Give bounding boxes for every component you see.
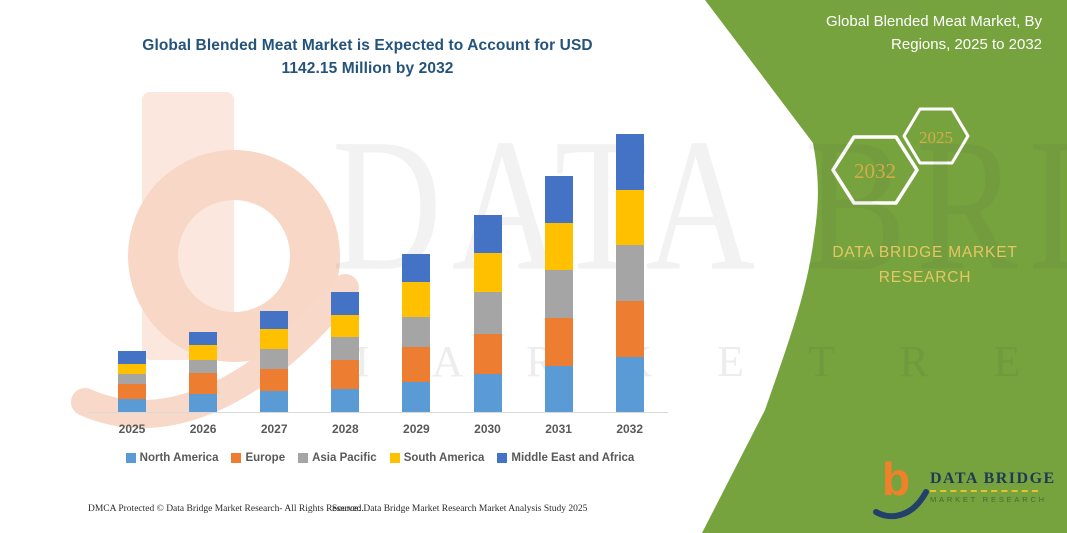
bar-segment-2025-europe bbox=[118, 384, 146, 400]
sidebar-brand-text: DATA BRIDGE MARKET RESEARCH bbox=[832, 244, 1018, 286]
legend-item-north-america: North America bbox=[125, 452, 219, 464]
legend-label: Middle East and Africa bbox=[511, 452, 635, 464]
legend-item-europe: Europe bbox=[231, 452, 285, 464]
bar-segment-2029-south-america bbox=[402, 282, 431, 318]
x-axis-label-2026: 2026 bbox=[189, 422, 217, 436]
logo-b-glyph: b bbox=[882, 453, 911, 505]
bar-segment-2031-europe bbox=[544, 318, 573, 366]
sidebar-title: Global Blended Meat Market, By Regions, … bbox=[826, 13, 1042, 53]
bar-segment-2027-asia-pacific bbox=[260, 349, 289, 370]
bar-segment-2031-middle-east-and-africa bbox=[544, 176, 573, 224]
logo-dashes bbox=[930, 490, 1038, 492]
bar-segment-2032-south-america bbox=[615, 190, 644, 246]
legend-swatch-icon bbox=[298, 453, 309, 463]
bar-segment-2030-north-america bbox=[473, 374, 502, 412]
bar-segment-2027-north-america bbox=[260, 391, 289, 412]
bar-segment-2025-asia-pacific bbox=[118, 374, 146, 384]
bar-segment-2031-south-america bbox=[544, 223, 573, 271]
bar-segment-2025-south-america bbox=[118, 364, 146, 375]
x-axis-label-2029: 2029 bbox=[403, 422, 430, 436]
bar-segment-2028-north-america bbox=[331, 389, 360, 412]
bar-segment-2030-europe bbox=[473, 334, 502, 375]
bar-segment-2026-north-america bbox=[189, 393, 218, 412]
bar-segment-2029-middle-east-and-africa bbox=[402, 254, 431, 283]
green-side-panel bbox=[702, 0, 1067, 533]
chart-legend: North America Europe Asia Pacific South Ame… bbox=[60, 450, 700, 466]
legend-item-middle-east-and-africa: Middle East and Africa bbox=[497, 452, 634, 464]
source-text: Source: Data Bridge Market Research Mark… bbox=[332, 504, 588, 514]
bar-segment-2032-asia-pacific bbox=[615, 245, 644, 301]
legend-label: North America bbox=[139, 452, 219, 464]
bar-segment-2027-europe bbox=[260, 369, 289, 392]
x-axis-label-2031: 2031 bbox=[545, 422, 572, 436]
databridge-logo: b DATA BRIDGE MARKET RESEARCH bbox=[872, 453, 1062, 522]
bar-segment-2030-asia-pacific bbox=[473, 292, 502, 335]
bar-segment-2031-north-america bbox=[544, 365, 573, 412]
legend-label: Asia Pacific bbox=[312, 452, 377, 464]
bar-segment-2028-europe bbox=[331, 360, 360, 390]
x-axis-label-2027: 2027 bbox=[260, 422, 288, 436]
hexagon-year-2032: 2032 bbox=[854, 159, 896, 183]
bar-segment-2029-asia-pacific bbox=[402, 317, 431, 347]
bar-segment-2028-south-america bbox=[331, 315, 360, 338]
bar-segment-2028-middle-east-and-africa bbox=[331, 292, 360, 316]
bar-segment-2027-middle-east-and-africa bbox=[260, 311, 289, 330]
dmca-copyright-text: DMCA Protected © Data Bridge Market Rese… bbox=[88, 504, 364, 514]
bar-segment-2026-south-america bbox=[189, 345, 218, 361]
bar-segment-2025-north-america bbox=[118, 399, 146, 412]
legend-swatch-icon bbox=[125, 453, 136, 463]
hexagon-year-2025: 2025 bbox=[919, 128, 953, 147]
x-axis-label-2032: 2032 bbox=[616, 422, 644, 436]
chart-title: Global Blended Meat Market is Expected t… bbox=[95, 34, 640, 80]
logo-name-text: DATA BRIDGE bbox=[930, 470, 1056, 487]
legend-swatch-icon bbox=[389, 453, 400, 463]
bar-segment-2025-middle-east-and-africa bbox=[118, 351, 146, 365]
legend-label: Europe bbox=[245, 452, 286, 464]
hexagon-2032 bbox=[831, 135, 919, 205]
legend-label: South America bbox=[403, 452, 485, 464]
legend-swatch-icon bbox=[231, 453, 242, 463]
chart-title-line1: Global Blended Meat Market is Expected t… bbox=[142, 37, 593, 54]
bar-segment-2032-europe bbox=[615, 301, 644, 357]
legend-item-south-america: South America bbox=[389, 452, 485, 464]
logo-subtitle-text: MARKET RESEARCH bbox=[930, 495, 1047, 504]
x-axis-line bbox=[88, 412, 668, 413]
x-axis-label-2028: 2028 bbox=[331, 422, 359, 436]
bar-segment-2028-asia-pacific bbox=[331, 337, 360, 361]
hexagon-2025 bbox=[902, 107, 970, 165]
bar-segment-2031-asia-pacific bbox=[544, 270, 573, 319]
legend-swatch-icon bbox=[497, 453, 508, 463]
logo-swoosh-icon bbox=[873, 489, 929, 520]
bar-segment-2032-middle-east-and-africa bbox=[615, 134, 644, 191]
stacked-bar-chart: 2025 2026 2027 2028 2029 2030 2031 2032 bbox=[88, 118, 670, 448]
x-axis-label-2025: 2025 bbox=[118, 422, 146, 436]
bar-segment-2027-south-america bbox=[260, 329, 289, 350]
bar-segment-2026-asia-pacific bbox=[189, 360, 218, 374]
bar-segment-2032-north-america bbox=[615, 356, 644, 412]
bar-segment-2026-europe bbox=[189, 373, 218, 394]
legend-item-asia-pacific: Asia Pacific bbox=[298, 452, 377, 464]
bar-segment-2029-europe bbox=[402, 347, 431, 383]
bar-segment-2030-middle-east-and-africa bbox=[473, 215, 502, 254]
bar-segment-2030-south-america bbox=[473, 253, 502, 292]
bar-segment-2029-north-america bbox=[402, 382, 431, 412]
x-axis-label-2030: 2030 bbox=[474, 422, 501, 436]
chart-title-line2: 1142.15 Million by 2032 bbox=[281, 60, 454, 77]
bar-segment-2026-middle-east-and-africa bbox=[189, 332, 218, 346]
